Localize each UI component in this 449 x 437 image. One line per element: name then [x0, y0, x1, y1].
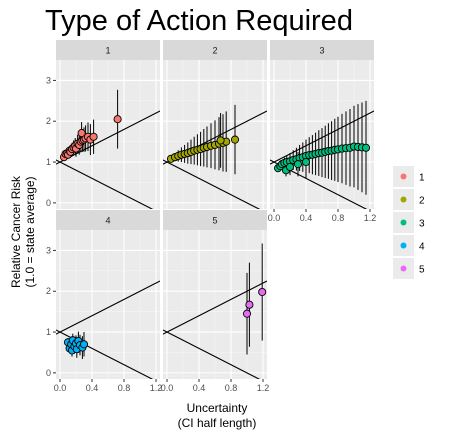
x-tick-label: 0.8	[225, 383, 238, 393]
facet-panels: 1 0 1 2 3 2 3 0.0 0.4 0.8 1.2 4 0.0 0.4 0.8 1.2 0 1 2 3 5 0.0…	[46, 40, 376, 393]
data-point	[216, 136, 225, 145]
facet-panel-1: 1 0 1 2 3	[46, 40, 160, 209]
reference-line-2	[56, 159, 154, 209]
data-point	[361, 143, 371, 152]
legend-marker	[400, 265, 407, 272]
data-point	[293, 160, 303, 169]
facet-strip	[163, 40, 267, 60]
data-point	[285, 162, 295, 172]
y-tick-label: 2	[46, 116, 51, 126]
facet-strip	[56, 40, 160, 60]
facet-strip	[163, 210, 267, 230]
x-axis-title-line-1: Uncertainty	[187, 401, 248, 415]
x-tick-label: 0.0	[268, 213, 281, 223]
data-point	[230, 135, 240, 144]
legend-item-5: 5	[393, 258, 425, 279]
data-point	[89, 132, 98, 141]
facet-strip-label: 2	[212, 46, 217, 56]
legend-item-4: 4	[393, 235, 425, 256]
facet-strip-label: 3	[319, 46, 324, 56]
y-tick-label: 1	[46, 327, 51, 337]
y-tick-label: 0	[46, 368, 51, 378]
legend-label: 3	[419, 219, 425, 230]
data-point	[79, 340, 89, 349]
facet-panel-3: 3 0.0 0.4 0.8 1.2	[268, 40, 377, 223]
legend-item-1: 1	[393, 166, 425, 187]
y-tick-label: 3	[46, 75, 51, 85]
legend-label: 5	[419, 265, 425, 276]
data-point	[258, 287, 267, 297]
reference-line-2	[163, 329, 261, 379]
reference-line-2	[163, 159, 261, 209]
reference-line-1	[56, 280, 160, 335]
x-tick-label: 0.8	[118, 383, 131, 393]
facet-panel-2: 2	[163, 40, 267, 209]
x-tick-label: 1.2	[150, 383, 163, 393]
x-tick-label: 0.4	[193, 383, 206, 393]
legend-marker	[400, 219, 407, 226]
x-axis-title-line-2: (CI half length)	[178, 416, 257, 430]
legend-item-3: 3	[393, 212, 425, 233]
y-axis-title-line-1: Relative Cancer Risk	[9, 175, 23, 288]
legend-item-2: 2	[393, 189, 425, 210]
series-1	[59, 89, 122, 162]
legend-marker	[400, 173, 407, 180]
y-tick-label: 0	[46, 198, 51, 208]
x-tick-label: 1.2	[364, 213, 377, 223]
facet-panel-4: 4 0.0 0.4 0.8 1.2 0 1 2 3	[46, 210, 162, 393]
y-tick-label: 3	[46, 245, 51, 255]
data-point	[77, 129, 86, 138]
series-2	[166, 104, 240, 175]
x-tick-label: 1.2	[257, 383, 270, 393]
series-5	[242, 243, 267, 355]
x-tick-label: 0.4	[86, 383, 99, 393]
legend-marker	[400, 242, 407, 249]
facet-strip	[56, 210, 160, 230]
series-4	[63, 331, 89, 359]
y-tick-label: 1	[46, 157, 51, 167]
legend-label: 4	[419, 242, 425, 253]
facet-panel-5: 5 0.0 0.4 0.8 1.2	[161, 210, 270, 393]
reference-lines	[56, 110, 160, 209]
x-tick-label: 0.8	[332, 213, 345, 223]
chart-title: Type of Action Required	[45, 5, 353, 37]
legend-marker	[400, 196, 407, 203]
legend: 1 2 3 4 5	[393, 166, 425, 279]
y-axis-title-line-2: (1.0 = state average)	[23, 176, 37, 287]
legend-label: 2	[419, 196, 425, 207]
x-tick-label: 0.0	[161, 383, 174, 393]
facet-strip-label: 1	[105, 46, 110, 56]
legend-label: 1	[419, 173, 425, 184]
reference-line-1	[56, 110, 160, 165]
x-tick-label: 0.4	[300, 213, 313, 223]
facet-strip-label: 5	[212, 216, 217, 226]
data-point	[245, 300, 254, 309]
data-point	[301, 158, 311, 167]
facet-strip-label: 4	[105, 216, 110, 226]
facet-strip	[270, 40, 374, 60]
x-tick-label: 0.0	[54, 383, 67, 393]
y-tick-label: 2	[46, 286, 51, 296]
series-3	[273, 100, 371, 195]
data-point	[242, 309, 252, 318]
data-point	[113, 115, 122, 124]
